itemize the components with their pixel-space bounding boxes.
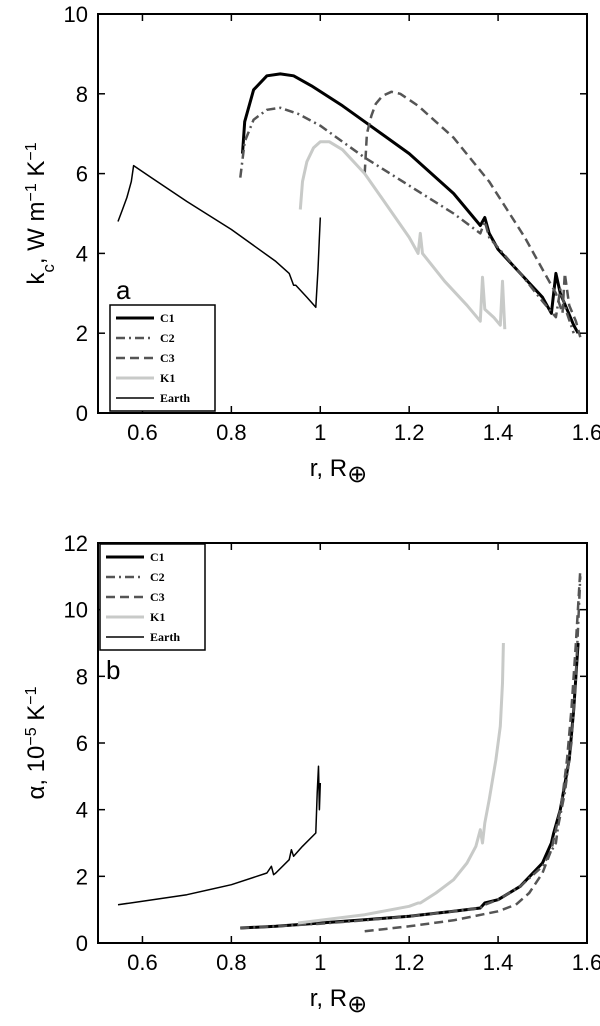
y-tick-label: 6: [76, 162, 88, 187]
x-tick-label: 1.6: [572, 950, 600, 975]
y-axis-label: α, 10−5 K−1: [23, 686, 51, 799]
chart-panel-b: 0.6 0.8 1 1.2 1.4 1.6 0 2 4 6 8 10 12 b r, R⊕ α, 10−…: [23, 531, 600, 1018]
x-tick-label: 1: [314, 950, 326, 975]
y-tick-label: 0: [76, 401, 88, 426]
y-tick-label: 4: [76, 241, 88, 266]
plot-frame: [97, 13, 588, 414]
panel-label: b: [106, 655, 120, 685]
legend-label-k1: K1: [150, 610, 165, 624]
x-tick-label: 1: [314, 420, 326, 445]
legend: C1 C2 C3 K1 Earth: [109, 304, 216, 412]
x-tick-label: 1.6: [572, 420, 600, 445]
x-axis-label: r, R⊕: [310, 455, 367, 488]
y-axis-label: kc, W m−1 K−1: [23, 142, 58, 284]
y-tick-label: 2: [76, 864, 88, 889]
y-tick-label: 8: [76, 82, 88, 107]
x-tick-label: 0.6: [127, 950, 158, 975]
series-line-c2: [240, 576, 582, 930]
series-lines: [117, 569, 582, 933]
x-tick-label: 1.2: [394, 420, 425, 445]
series-line-c3: [364, 569, 582, 933]
series-line-earth: [117, 164, 322, 309]
y-tick-label: 6: [76, 731, 88, 756]
panel-label: a: [116, 275, 131, 305]
legend-label-k1: K1: [160, 371, 175, 385]
x-tick-label: 0.8: [216, 420, 247, 445]
y-tick-label: 4: [76, 798, 88, 823]
chart-panel-a: 0.6 0.8 1 1.2 1.4 1.6 0 2 4 6 8 10 a r, R⊕ kc, W m−…: [23, 2, 600, 488]
y-tick-label: 0: [76, 931, 88, 956]
series-line-c1: [240, 642, 580, 930]
legend: C1 C2 C3 K1 Earth: [99, 543, 206, 651]
y-tick-label: 2: [76, 321, 88, 346]
legend-label-c3: C3: [160, 351, 175, 365]
x-tick-label: 1.4: [483, 420, 514, 445]
series-line-earth: [117, 765, 322, 906]
y-tick-label: 10: [64, 598, 88, 623]
legend-label-c3: C3: [150, 590, 165, 604]
x-tick-label: 1.4: [483, 950, 514, 975]
x-axis-label: r, R⊕: [310, 985, 367, 1018]
series-line-c3: [363, 90, 582, 338]
y-tick-label: 12: [64, 531, 88, 556]
legend-label-earth: Earth: [150, 630, 180, 644]
legend-label-earth: Earth: [160, 391, 190, 405]
x-tick-label: 0.8: [216, 950, 247, 975]
series-line-c2: [239, 106, 575, 334]
series-line-k1: [298, 140, 507, 330]
y-tick-label: 8: [76, 664, 88, 689]
axis-ticks: 0.6 0.8 1 1.2 1.4 1.6 0 2 4 6 8 10 12: [64, 531, 600, 975]
legend-label-c1: C1: [160, 311, 175, 325]
legend-box: [99, 543, 206, 651]
x-tick-label: 0.6: [127, 420, 158, 445]
axis-ticks: 0.6 0.8 1 1.2 1.4 1.6 0 2 4 6 8 10: [64, 2, 600, 445]
legend-label-c2: C2: [150, 570, 165, 584]
legend-box: [109, 304, 216, 412]
y-tick-label: 10: [64, 2, 88, 27]
legend-label-c1: C1: [150, 550, 165, 564]
series-line-k1: [297, 642, 505, 925]
x-tick-label: 1.2: [394, 950, 425, 975]
series-line-c1: [241, 72, 580, 334]
legend-label-c2: C2: [160, 331, 175, 345]
series-lines: [117, 72, 582, 338]
